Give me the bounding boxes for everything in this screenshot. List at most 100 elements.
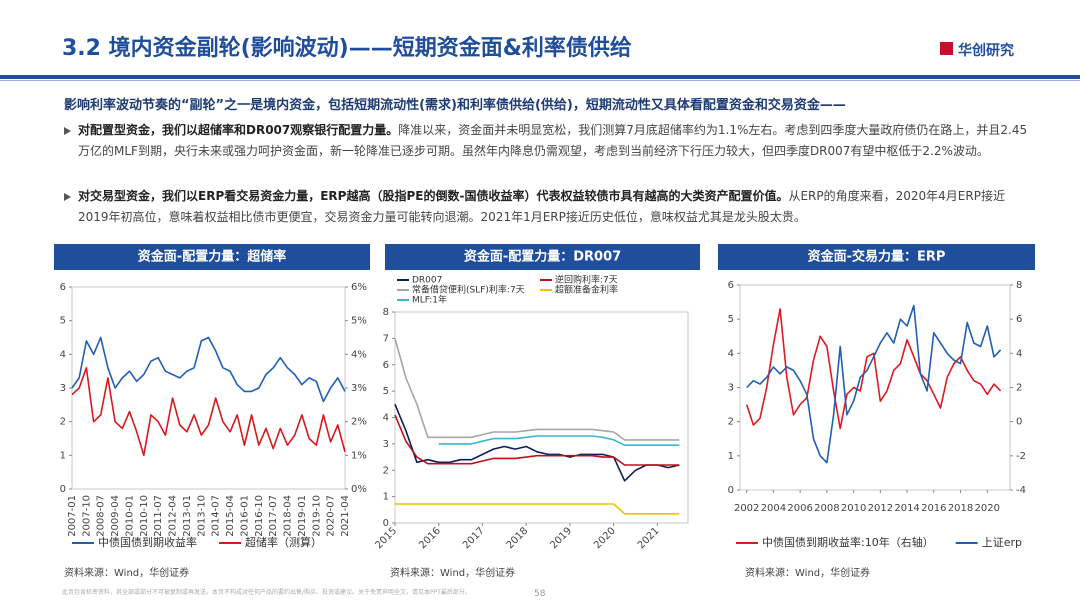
x-tick-label: 2020-07: [326, 495, 337, 537]
series-line: [394, 414, 680, 466]
bullet-arrow: [64, 127, 71, 135]
logo-mark: [940, 42, 953, 55]
y-tick-label: 4: [383, 413, 389, 424]
y-tick-label: 0: [60, 484, 66, 495]
x-tick-label: 2019-01: [297, 495, 308, 537]
x-tick-label: 2008: [814, 503, 839, 514]
y2-tick-label: -4: [1016, 485, 1026, 496]
x-tick-label: 2019: [548, 525, 574, 551]
bullet-bold: 对交易型资金，我们以ERP看交易资金力量，ERP越高（股指PE的倒数-国债收益率…: [78, 189, 789, 203]
x-tick-label: 2014: [894, 503, 919, 514]
y-tick-label: 2: [383, 465, 389, 476]
y2-tick-label: 2: [1016, 383, 1022, 394]
x-tick-label: 2018: [948, 503, 973, 514]
y2-tick-label: 0: [1016, 417, 1022, 428]
y-tick-label: 5: [60, 316, 66, 327]
x-tick-label: 2021-04: [340, 495, 351, 537]
series-line: [394, 403, 680, 482]
y2-tick-label: 4%: [351, 349, 367, 360]
legend-label: 超额准备金利率: [555, 284, 618, 296]
series-line: [71, 367, 346, 457]
x-tick-label: 2014-07: [211, 495, 222, 537]
bullet-text: 从ERP的角度来看，2020年4月ERP接近2019年初高位，意味着权益相比债市…: [78, 189, 1005, 224]
legend-label: 中债国债到期收益率: [98, 535, 197, 549]
legend-label: 上证erp: [982, 536, 1022, 549]
y-tick-label: 3: [728, 383, 734, 394]
x-tick-label: 2013-01: [182, 495, 193, 537]
y-tick-label: 6: [383, 360, 389, 371]
y-tick-label: 2: [60, 417, 66, 428]
x-tick-label: 2007-01: [67, 495, 78, 537]
x-tick-label: 2015-04: [225, 495, 236, 537]
x-tick-label: 2017-07: [268, 495, 279, 537]
y-tick-label: 4: [60, 349, 66, 360]
x-tick-label: 2018: [505, 525, 531, 551]
y-tick-label: 1: [383, 492, 389, 503]
x-tick-label: 2018-04: [283, 495, 294, 537]
x-tick-label: 2017: [461, 525, 487, 551]
source: 资料来源：Wind，华创证券: [390, 566, 515, 579]
y2-tick-label: 6%: [351, 282, 367, 293]
panel-title: 资金面-交易力量：ERP: [808, 249, 946, 265]
y-tick-label: 0: [728, 485, 734, 496]
x-tick-label: 2008-07: [96, 495, 107, 537]
bullet: 对配置型资金，我们以超储率和DR007观察银行配置力量。降准以来，资金面并未明显…: [64, 120, 1028, 162]
y2-tick-label: 6: [1016, 314, 1022, 325]
y2-tick-label: 1%: [351, 450, 367, 461]
y-tick-label: 3: [383, 439, 389, 450]
legend-label: 中债国债到期收益率:10年（右轴）: [762, 535, 934, 549]
panel-header: [718, 244, 1035, 270]
legend-label: MLF:1年: [412, 294, 447, 306]
x-tick-label: 2010: [841, 503, 866, 514]
y2-tick-label: 0%: [351, 484, 367, 495]
source: 资料来源：Wind，华创证券: [745, 566, 870, 579]
x-tick-label: 2009-04: [110, 495, 121, 537]
x-tick-label: 2010-01: [124, 495, 135, 537]
y-tick-label: 0: [383, 518, 389, 529]
x-tick-label: 2010-10: [139, 495, 150, 537]
y-tick-label: 7: [383, 333, 389, 344]
x-tick-label: 2019-10: [311, 495, 322, 537]
y-tick-label: 6: [728, 280, 734, 291]
x-tick-label: 2012-04: [168, 495, 179, 537]
y-tick-label: 1: [728, 451, 734, 462]
panel-header: [54, 244, 370, 270]
x-tick-label: 2021: [636, 525, 662, 551]
y-tick-label: 4: [728, 348, 734, 359]
panel-title: 资金面-配置力量：超储率: [138, 249, 286, 265]
x-tick-label: 2013-10: [196, 495, 207, 537]
x-tick-label: 2007-10: [81, 495, 92, 537]
x-tick-label: 2016-01: [239, 495, 250, 537]
y2-tick-label: 5%: [351, 316, 367, 327]
y-tick-label: 1: [60, 450, 66, 461]
x-tick-label: 2011-07: [153, 495, 164, 537]
x-tick-label: 2002: [734, 503, 759, 514]
series-line: [394, 338, 680, 441]
x-tick-label: 2016-10: [254, 495, 265, 537]
y-tick-label: 5: [383, 386, 389, 397]
x-tick-label: 2020: [592, 525, 618, 551]
y-tick-label: 5: [728, 314, 734, 325]
series-line: [71, 336, 346, 403]
y-tick-label: 6: [60, 282, 66, 293]
legend-label: 逆回购利率:7天: [555, 274, 618, 286]
x-tick-label: 2004: [761, 503, 786, 514]
plot-frame: [394, 311, 689, 524]
page-number: 58: [534, 589, 546, 599]
bullet-arrow: [64, 193, 71, 201]
y-tick-label: 2: [728, 417, 734, 428]
bullet-bold: 对配置型资金，我们以超储率和DR007观察银行配置力量。: [78, 123, 399, 137]
series-line: [395, 503, 680, 515]
x-tick-label: 2016: [921, 503, 946, 514]
header-rule: [0, 75, 1080, 79]
panel-title: 资金面-配置力量：DR007: [464, 249, 621, 265]
y-tick-label: 3: [60, 383, 66, 394]
bullet: 对交易型资金，我们以ERP看交易资金力量，ERP越高（股指PE的倒数-国债收益率…: [64, 186, 1028, 228]
x-tick-label: 2006: [787, 503, 812, 514]
legend-label: 常备借贷便利(SLF)利率:7天: [412, 284, 525, 296]
legend-label: 超储率（测算）: [245, 535, 322, 549]
y2-tick-label: 4: [1016, 348, 1022, 359]
disclaimer: 此页包含机密资料，其全部或部分不可被复制或再发送。本页不构成对任何产品的要约出售…: [62, 589, 471, 596]
